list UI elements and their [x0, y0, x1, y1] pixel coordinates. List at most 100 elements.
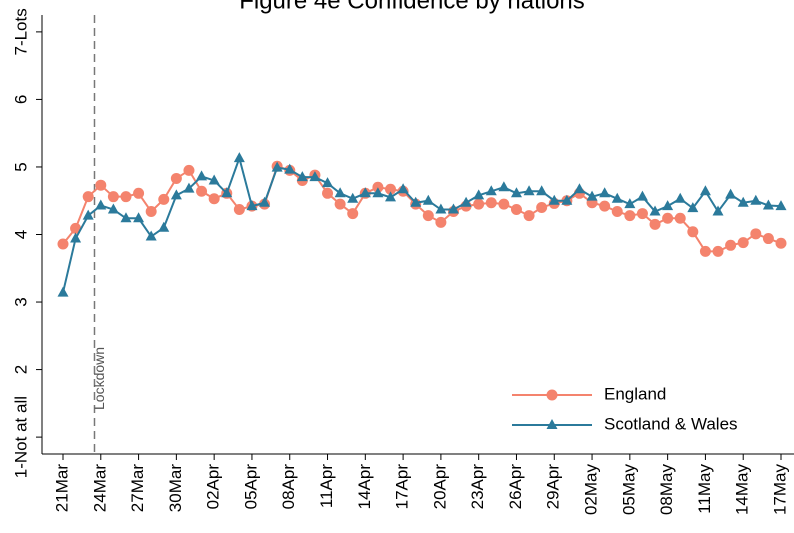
point [82, 191, 94, 203]
point [334, 198, 346, 210]
point [145, 206, 157, 218]
point [95, 199, 107, 210]
point [485, 197, 497, 209]
y-tick-label: 1-Not at all [11, 396, 30, 478]
x-tick-label: 26Apr [506, 464, 525, 510]
point [510, 204, 522, 216]
point [422, 194, 434, 205]
x-tick-label: 24Mar [90, 464, 109, 513]
point [208, 193, 220, 205]
point [397, 183, 409, 194]
point [473, 198, 485, 210]
point [271, 161, 283, 172]
point [221, 187, 233, 198]
point [158, 221, 170, 232]
y-tick-label: 5 [11, 162, 30, 171]
point [737, 237, 749, 249]
point [510, 187, 522, 198]
point [636, 190, 648, 201]
point [133, 212, 145, 223]
y-tick-label: 6 [11, 95, 30, 104]
point [145, 230, 157, 241]
point [120, 212, 132, 223]
point [725, 239, 737, 251]
point [687, 202, 699, 213]
point [107, 203, 119, 214]
point [750, 228, 762, 240]
point [473, 189, 485, 200]
point [523, 185, 535, 196]
point [158, 193, 170, 205]
x-tick-label: 21Mar [52, 464, 71, 513]
point [712, 245, 724, 257]
point [107, 191, 119, 203]
series-line [62, 165, 782, 253]
point [385, 183, 397, 195]
point [498, 181, 510, 192]
point [435, 203, 447, 214]
point [170, 172, 182, 184]
y-tick-label: 2 [11, 365, 30, 374]
point [347, 208, 359, 220]
legend-label: England [604, 384, 666, 403]
point [95, 179, 107, 191]
x-tick-label: 11Apr [317, 464, 336, 508]
point [624, 198, 636, 209]
point [498, 198, 510, 210]
point [561, 194, 573, 205]
point [636, 208, 648, 220]
point [762, 233, 774, 245]
x-tick-label: 17Apr [393, 464, 412, 510]
point [662, 212, 674, 224]
series-line [62, 154, 782, 293]
point [57, 286, 69, 297]
annotation-label: Lockdown [91, 347, 107, 410]
point [183, 164, 195, 176]
x-tick-label: 08Apr [279, 464, 298, 510]
point [57, 238, 69, 250]
x-tick-label: 11May [695, 464, 714, 514]
point [208, 174, 220, 185]
point [573, 183, 585, 194]
point [70, 222, 82, 234]
point [687, 226, 699, 238]
point [296, 171, 308, 182]
point [725, 188, 737, 199]
point [485, 185, 497, 196]
point [775, 237, 787, 249]
point [372, 187, 384, 198]
point [548, 194, 560, 205]
point [536, 185, 548, 196]
x-tick-label: 02May [582, 464, 601, 516]
point [422, 210, 434, 222]
point [70, 232, 82, 243]
x-tick-label: 17May [770, 464, 789, 516]
point [233, 204, 245, 216]
x-tick-label: 05May [619, 464, 638, 516]
x-tick-label: 30Mar [166, 464, 185, 513]
x-tick-label: 23Apr [468, 464, 487, 510]
x-tick-label: 05Apr [241, 464, 260, 510]
point [372, 181, 384, 193]
point [259, 196, 271, 207]
point [662, 200, 674, 211]
point [196, 185, 208, 197]
x-tick-label: 14Apr [355, 464, 374, 510]
point [385, 191, 397, 202]
point [624, 210, 636, 222]
point [447, 203, 459, 214]
point [737, 196, 749, 207]
series [57, 152, 787, 297]
legend-label: Scotland & Wales [604, 414, 738, 433]
point [322, 177, 334, 188]
point [334, 187, 346, 198]
point [196, 170, 208, 181]
point [120, 191, 132, 203]
point [750, 194, 762, 205]
point [359, 187, 371, 198]
series [57, 160, 787, 257]
point [712, 205, 724, 216]
point [347, 192, 359, 203]
point [284, 163, 296, 174]
point [586, 190, 598, 201]
